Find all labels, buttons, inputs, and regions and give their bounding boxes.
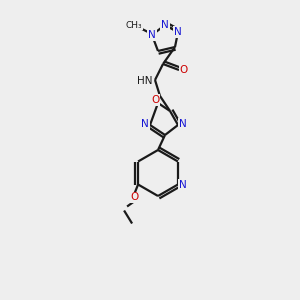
Text: N: N [161,20,169,30]
Text: CH₃: CH₃ [126,20,142,29]
Text: N: N [148,30,156,40]
Text: N: N [179,119,187,129]
Text: N: N [174,27,182,37]
Text: HN: HN [136,76,152,86]
Text: N: N [179,179,187,190]
Text: O: O [151,95,159,105]
Text: O: O [180,65,188,75]
Text: O: O [130,193,138,202]
Text: N: N [141,119,149,129]
